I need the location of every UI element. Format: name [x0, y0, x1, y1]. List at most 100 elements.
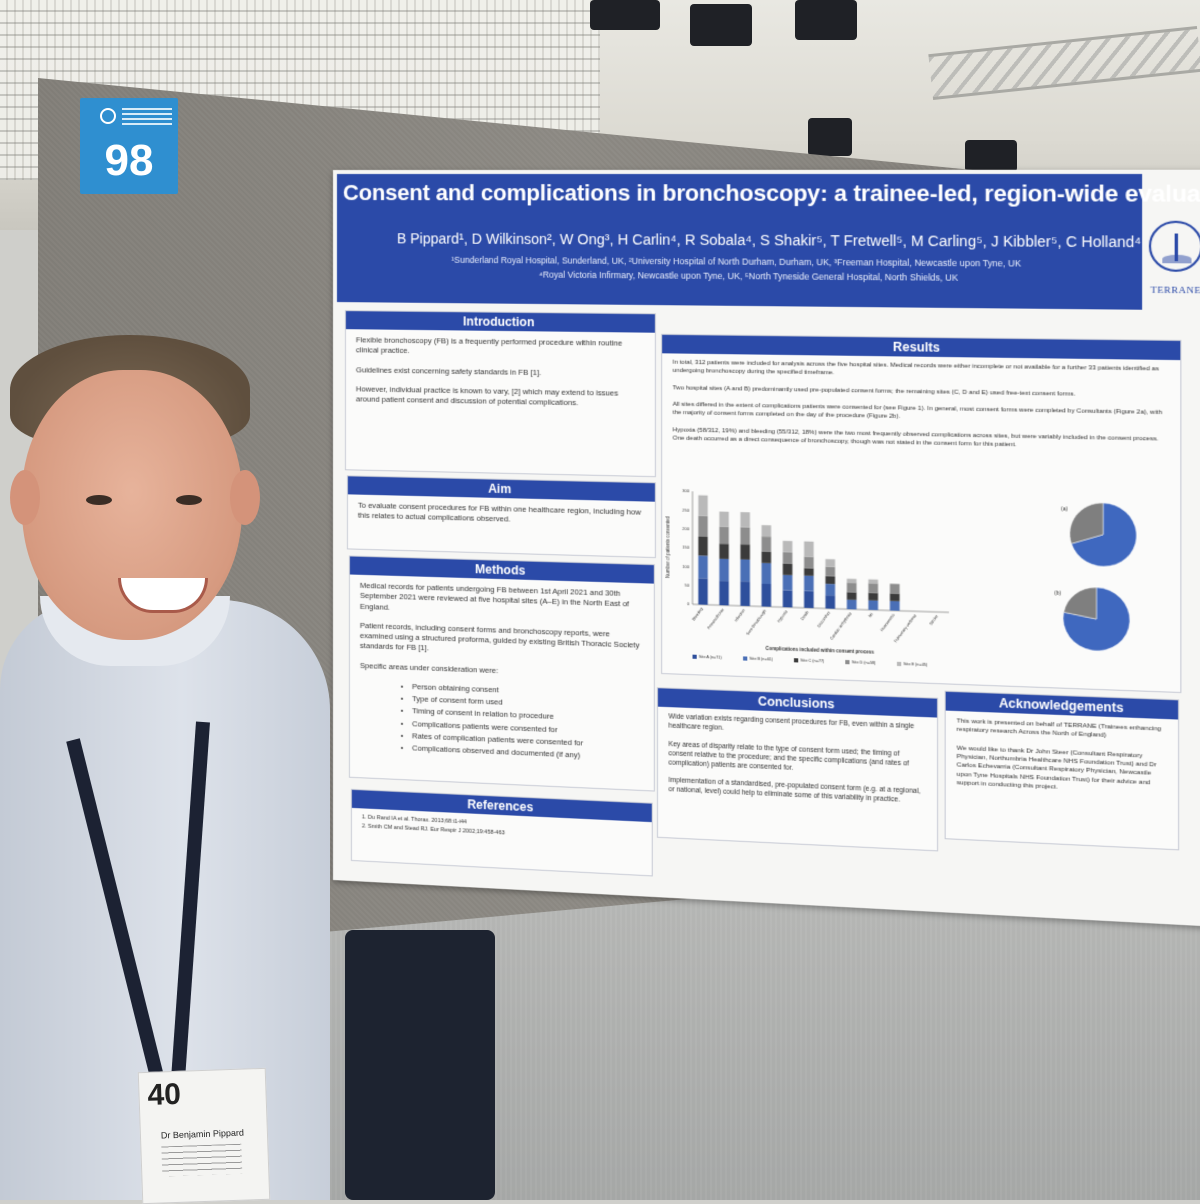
legend-swatch: [845, 659, 850, 665]
bar-chart-svg: 0 50 100 150 200 250 300 Number of patients con…: [665, 489, 969, 667]
category-label: Pulmonary oedema: [893, 613, 917, 644]
pie-chart-svg: (a) (b): [1054, 491, 1156, 674]
category-label: MI: [868, 612, 874, 618]
person-ear: [230, 470, 260, 525]
research-poster: Consent and complications in bronchoscop…: [333, 169, 1200, 927]
bar-segment: [825, 595, 836, 609]
results-text: Two hospital sites (A and B) predominant…: [672, 384, 1076, 398]
person-eye: [86, 495, 112, 505]
society-logo-icon: [100, 108, 116, 124]
society-logo-text: [122, 108, 172, 126]
category-label: Stroke: [929, 614, 939, 626]
legend-label: Site A (n=71): [699, 655, 723, 660]
y-tick-label: 50: [685, 583, 690, 588]
y-tick-label: 300: [682, 489, 690, 494]
aim-section: Aim To evaluate consent procedures for F…: [346, 475, 656, 559]
bar-segment: [740, 512, 750, 528]
category-label: Pneumothorax: [707, 607, 725, 630]
references-section: References 1. Du Rand IA et al. Thorax. …: [350, 788, 653, 877]
consent-pie-charts: (a) (b): [1034, 491, 1156, 674]
ceiling-lamp: [808, 118, 852, 156]
category-label: Discomfort: [817, 610, 832, 628]
introduction-text: However, individual practice is known to…: [355, 384, 619, 408]
y-axis-label: Number of patients consented: [665, 516, 670, 578]
ceiling-lamp: [795, 0, 857, 40]
introduction-text: Flexible bronchoscopy (FB) is a frequent…: [355, 335, 623, 356]
ceiling-lamp: [965, 140, 1017, 172]
bar-segment: [825, 576, 836, 585]
bar-segment: [698, 536, 708, 556]
category-label: Bleeding: [692, 607, 704, 622]
bar-segment: [825, 566, 836, 577]
bar-segment: [868, 579, 879, 584]
bar-segment: [719, 580, 729, 606]
conclusions-text: Wide variation exists regarding consent …: [668, 713, 915, 732]
bar-segment: [825, 583, 836, 596]
bar-segment: [804, 567, 814, 576]
category-label: Death: [800, 610, 810, 621]
bar-segment: [761, 562, 772, 585]
lighting-truss: [928, 26, 1200, 100]
bar-segment: [804, 556, 814, 569]
bar-segment: [740, 559, 750, 582]
bar-segment: [782, 574, 793, 591]
bar-segment: [761, 583, 772, 607]
results-text: In total, 312 patients were included for…: [672, 359, 1159, 377]
terrane-logo: TERRANE: [1144, 216, 1200, 314]
poster-title: Consent and complications in bronchoscop…: [342, 180, 1200, 208]
results-text: All sites differed in the extent of comp…: [672, 402, 1163, 421]
terrane-logo-name: TERRANE: [1150, 284, 1200, 296]
methods-text: Medical records for patients undergoing …: [359, 580, 630, 612]
y-tick-label: 250: [682, 507, 690, 512]
poster-authors: B Pippard¹, D Wilkinson², W Ong³, H Carl…: [396, 230, 1142, 251]
badge-detail-lines: [161, 1143, 243, 1177]
bar-segment: [740, 581, 750, 607]
pie-label: (b): [1054, 590, 1061, 597]
introduction-section: Introduction Flexible bronchoscopy (FB) …: [344, 310, 656, 478]
bar-segment: [719, 511, 729, 527]
bar-segment: [889, 600, 900, 611]
acknowledgements-section: Acknowledgements This work is presented …: [944, 690, 1180, 851]
conclusions-text: Key areas of disparity relate to the typ…: [668, 740, 909, 772]
badge-name: Dr Benjamin Pippard: [160, 1127, 245, 1141]
board-number: 98: [104, 136, 154, 185]
pie-label: (a): [1061, 506, 1068, 513]
methods-text: Patient records, including consent forms…: [359, 620, 640, 653]
methods-list: Person obtaining consent Type of consent…: [360, 680, 643, 764]
complications-bar-chart: 0 50 100 150 200 250 300 Number of patients con…: [659, 482, 969, 672]
legend-swatch: [692, 654, 697, 659]
bar-segment: [761, 551, 772, 564]
bar-segment: [889, 593, 900, 602]
legend-swatch: [743, 656, 748, 661]
legend-label: Site E (n=45): [903, 662, 928, 667]
bar-segment: [846, 592, 857, 600]
category-label: Cardiac arrhythmia: [829, 611, 853, 641]
legend-swatch: [896, 661, 902, 667]
bar-segment: [719, 543, 729, 560]
person-ear: [10, 470, 40, 525]
bar-segment: [846, 582, 857, 593]
y-tick-label: 200: [682, 526, 690, 531]
bar-segment: [761, 536, 772, 552]
bar-segment: [825, 559, 836, 567]
y-tick-label: 100: [682, 564, 690, 569]
bar-segment: [740, 544, 750, 560]
name-badge: 40 Dr Benjamin Pippard: [137, 1067, 271, 1204]
category-label: Sore throat/cough: [746, 609, 768, 636]
legend-label: Site D (n=58): [852, 660, 877, 665]
aim-text: To evaluate consent procedures for FB wi…: [357, 500, 642, 524]
category-label: Hypoxia: [777, 609, 789, 624]
legend-swatch: [793, 658, 799, 663]
bar-segment: [782, 590, 793, 608]
category-label: Infection: [734, 608, 746, 622]
acknowledgements-text: This work is presented on behalf of TERR…: [956, 717, 1162, 740]
bar-segment: [719, 558, 729, 581]
legend-label: Site B (n=61): [749, 657, 773, 662]
category-label: Hoarseness: [880, 613, 896, 632]
bar-segment: [804, 590, 814, 609]
poster-header: Consent and complications in bronchoscop…: [336, 173, 1200, 310]
bar-segment: [782, 552, 793, 564]
methods-text: Specific areas under consideration were:: [359, 660, 499, 675]
conclusions-section: Conclusions Wide variation exists regard…: [656, 687, 939, 852]
bar-segment: [868, 583, 879, 593]
